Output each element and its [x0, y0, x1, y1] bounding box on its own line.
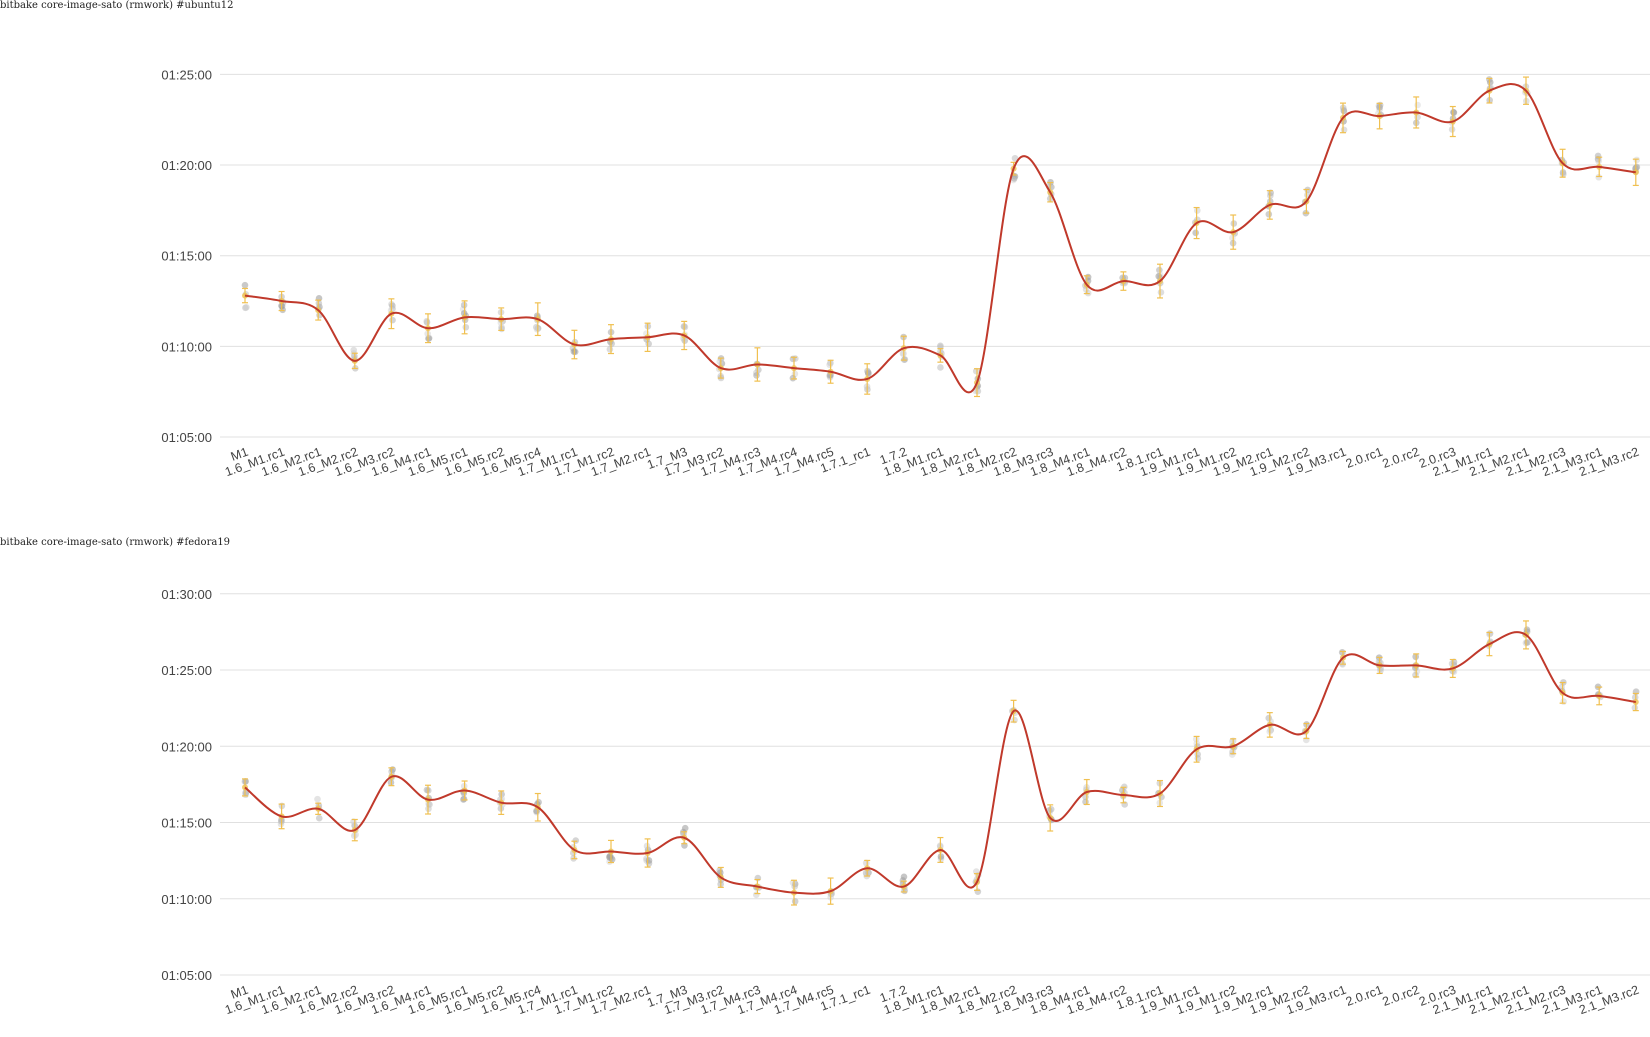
sample-point	[1559, 170, 1567, 178]
sample-point	[1121, 801, 1128, 808]
x-tick-labels: M11.6_M1.rc11.6_M2.rc11.6_M2.rc21.6_M3.r…	[223, 445, 1641, 480]
sample-point	[899, 350, 907, 357]
chart-title-ubuntu12: bitbake core-image-sato (rmwork) #ubuntu…	[0, 0, 234, 11]
sample-point	[645, 857, 653, 864]
y-tick-label: 01:15:00	[161, 249, 212, 264]
sample-point	[315, 814, 323, 822]
sample-point	[937, 364, 944, 371]
sample-point	[315, 299, 323, 307]
sample-point	[462, 323, 470, 331]
sample-point	[389, 766, 396, 773]
y-gridlines	[220, 73, 1650, 438]
sample-point	[423, 317, 431, 325]
sample-point	[791, 883, 799, 890]
sample-point	[1448, 126, 1456, 133]
y-tick-label: 01:20:00	[161, 158, 212, 173]
y-tick-label: 01:30:00	[161, 587, 212, 602]
x-tick-label: 2.0.rc1	[1344, 445, 1385, 471]
sample-point	[1010, 175, 1018, 182]
sample-point	[716, 358, 724, 365]
sample-point	[1230, 220, 1238, 227]
sample-point	[681, 323, 689, 331]
sample-point	[608, 340, 616, 347]
x-tick-label: M1	[229, 445, 250, 464]
sample-point	[1194, 207, 1201, 214]
x-tick-labels: M11.6_M1.rc11.6_M2.rc11.6_M2.rc21.6_M3.r…	[223, 983, 1641, 1018]
sample-point	[972, 367, 980, 375]
x-tick-label: 2.0.rc2	[1381, 983, 1422, 1009]
x-tick-label: M1	[229, 983, 250, 1002]
sample-point	[1450, 109, 1458, 116]
sample-point	[1011, 154, 1019, 162]
sample-point	[791, 355, 799, 362]
sample-point	[974, 888, 982, 895]
sample-point	[606, 346, 614, 353]
sample-point	[1338, 648, 1346, 656]
y-tick-label: 01:25:00	[161, 67, 212, 82]
sample-point	[1047, 805, 1055, 813]
sample-points	[241, 76, 1641, 398]
chart-fedora19: 01:05:00 01:10:00 01:15:00 01:20:00 01:25:00…	[161, 587, 1650, 1018]
sample-point	[389, 316, 396, 324]
chart-ubuntu12: 01:05:00 01:10:00 01:15:00 01:20:00 01:25:00…	[161, 67, 1650, 480]
sample-point	[242, 778, 249, 785]
y-gridlines	[220, 593, 1650, 976]
sample-point	[752, 891, 760, 899]
y-tick-label: 01:25:00	[161, 663, 212, 678]
sample-point	[1157, 289, 1165, 296]
sample-point	[1595, 157, 1602, 165]
sample-point	[791, 898, 799, 905]
sample-point	[606, 852, 614, 860]
chart-title-fedora19: bitbake core-image-sato (rmwork) #fedora…	[0, 537, 231, 548]
mean-line	[244, 83, 1636, 394]
sample-point	[1192, 229, 1199, 237]
sample-point	[1448, 660, 1456, 667]
sample-point	[1229, 738, 1236, 745]
sample-point	[1631, 704, 1639, 712]
y-tick-label: 01:20:00	[161, 739, 212, 754]
x-tick-label: 2.0.rc1	[1344, 983, 1385, 1009]
sample-point	[241, 281, 249, 289]
sample-point	[1340, 107, 1348, 115]
sample-point	[900, 873, 908, 881]
mean-line	[244, 631, 1636, 895]
sample-point	[826, 361, 833, 369]
sample-point	[460, 795, 468, 803]
x-tick-label: 2.0.rc2	[1381, 445, 1422, 471]
sample-point	[423, 786, 431, 794]
sample-point	[1414, 101, 1421, 109]
sample-point	[937, 342, 944, 350]
sample-point	[1084, 273, 1092, 281]
sample-point	[1265, 210, 1273, 218]
sample-point	[1633, 156, 1641, 164]
sample-point	[243, 303, 250, 311]
sample-point	[1633, 163, 1641, 171]
sample-point	[1594, 152, 1602, 160]
sample-point	[242, 789, 249, 797]
y-tick-label: 01:05:00	[161, 430, 212, 445]
y-tick-label: 01:05:00	[161, 968, 212, 983]
sample-point	[789, 374, 797, 382]
sample-points	[241, 620, 1640, 906]
y-tick-label: 01:10:00	[161, 339, 212, 354]
sample-point	[572, 837, 580, 844]
sample-point	[352, 831, 359, 839]
sample-point	[1595, 173, 1603, 181]
sample-point	[1631, 694, 1639, 701]
sample-point	[1229, 234, 1236, 242]
sample-point	[681, 824, 689, 832]
y-tick-label: 01:10:00	[161, 892, 212, 907]
y-tick-label: 01:15:00	[161, 816, 212, 831]
sample-point	[314, 795, 321, 803]
sample-point	[753, 372, 760, 379]
sample-point	[1560, 698, 1567, 705]
sample-point	[533, 326, 541, 333]
